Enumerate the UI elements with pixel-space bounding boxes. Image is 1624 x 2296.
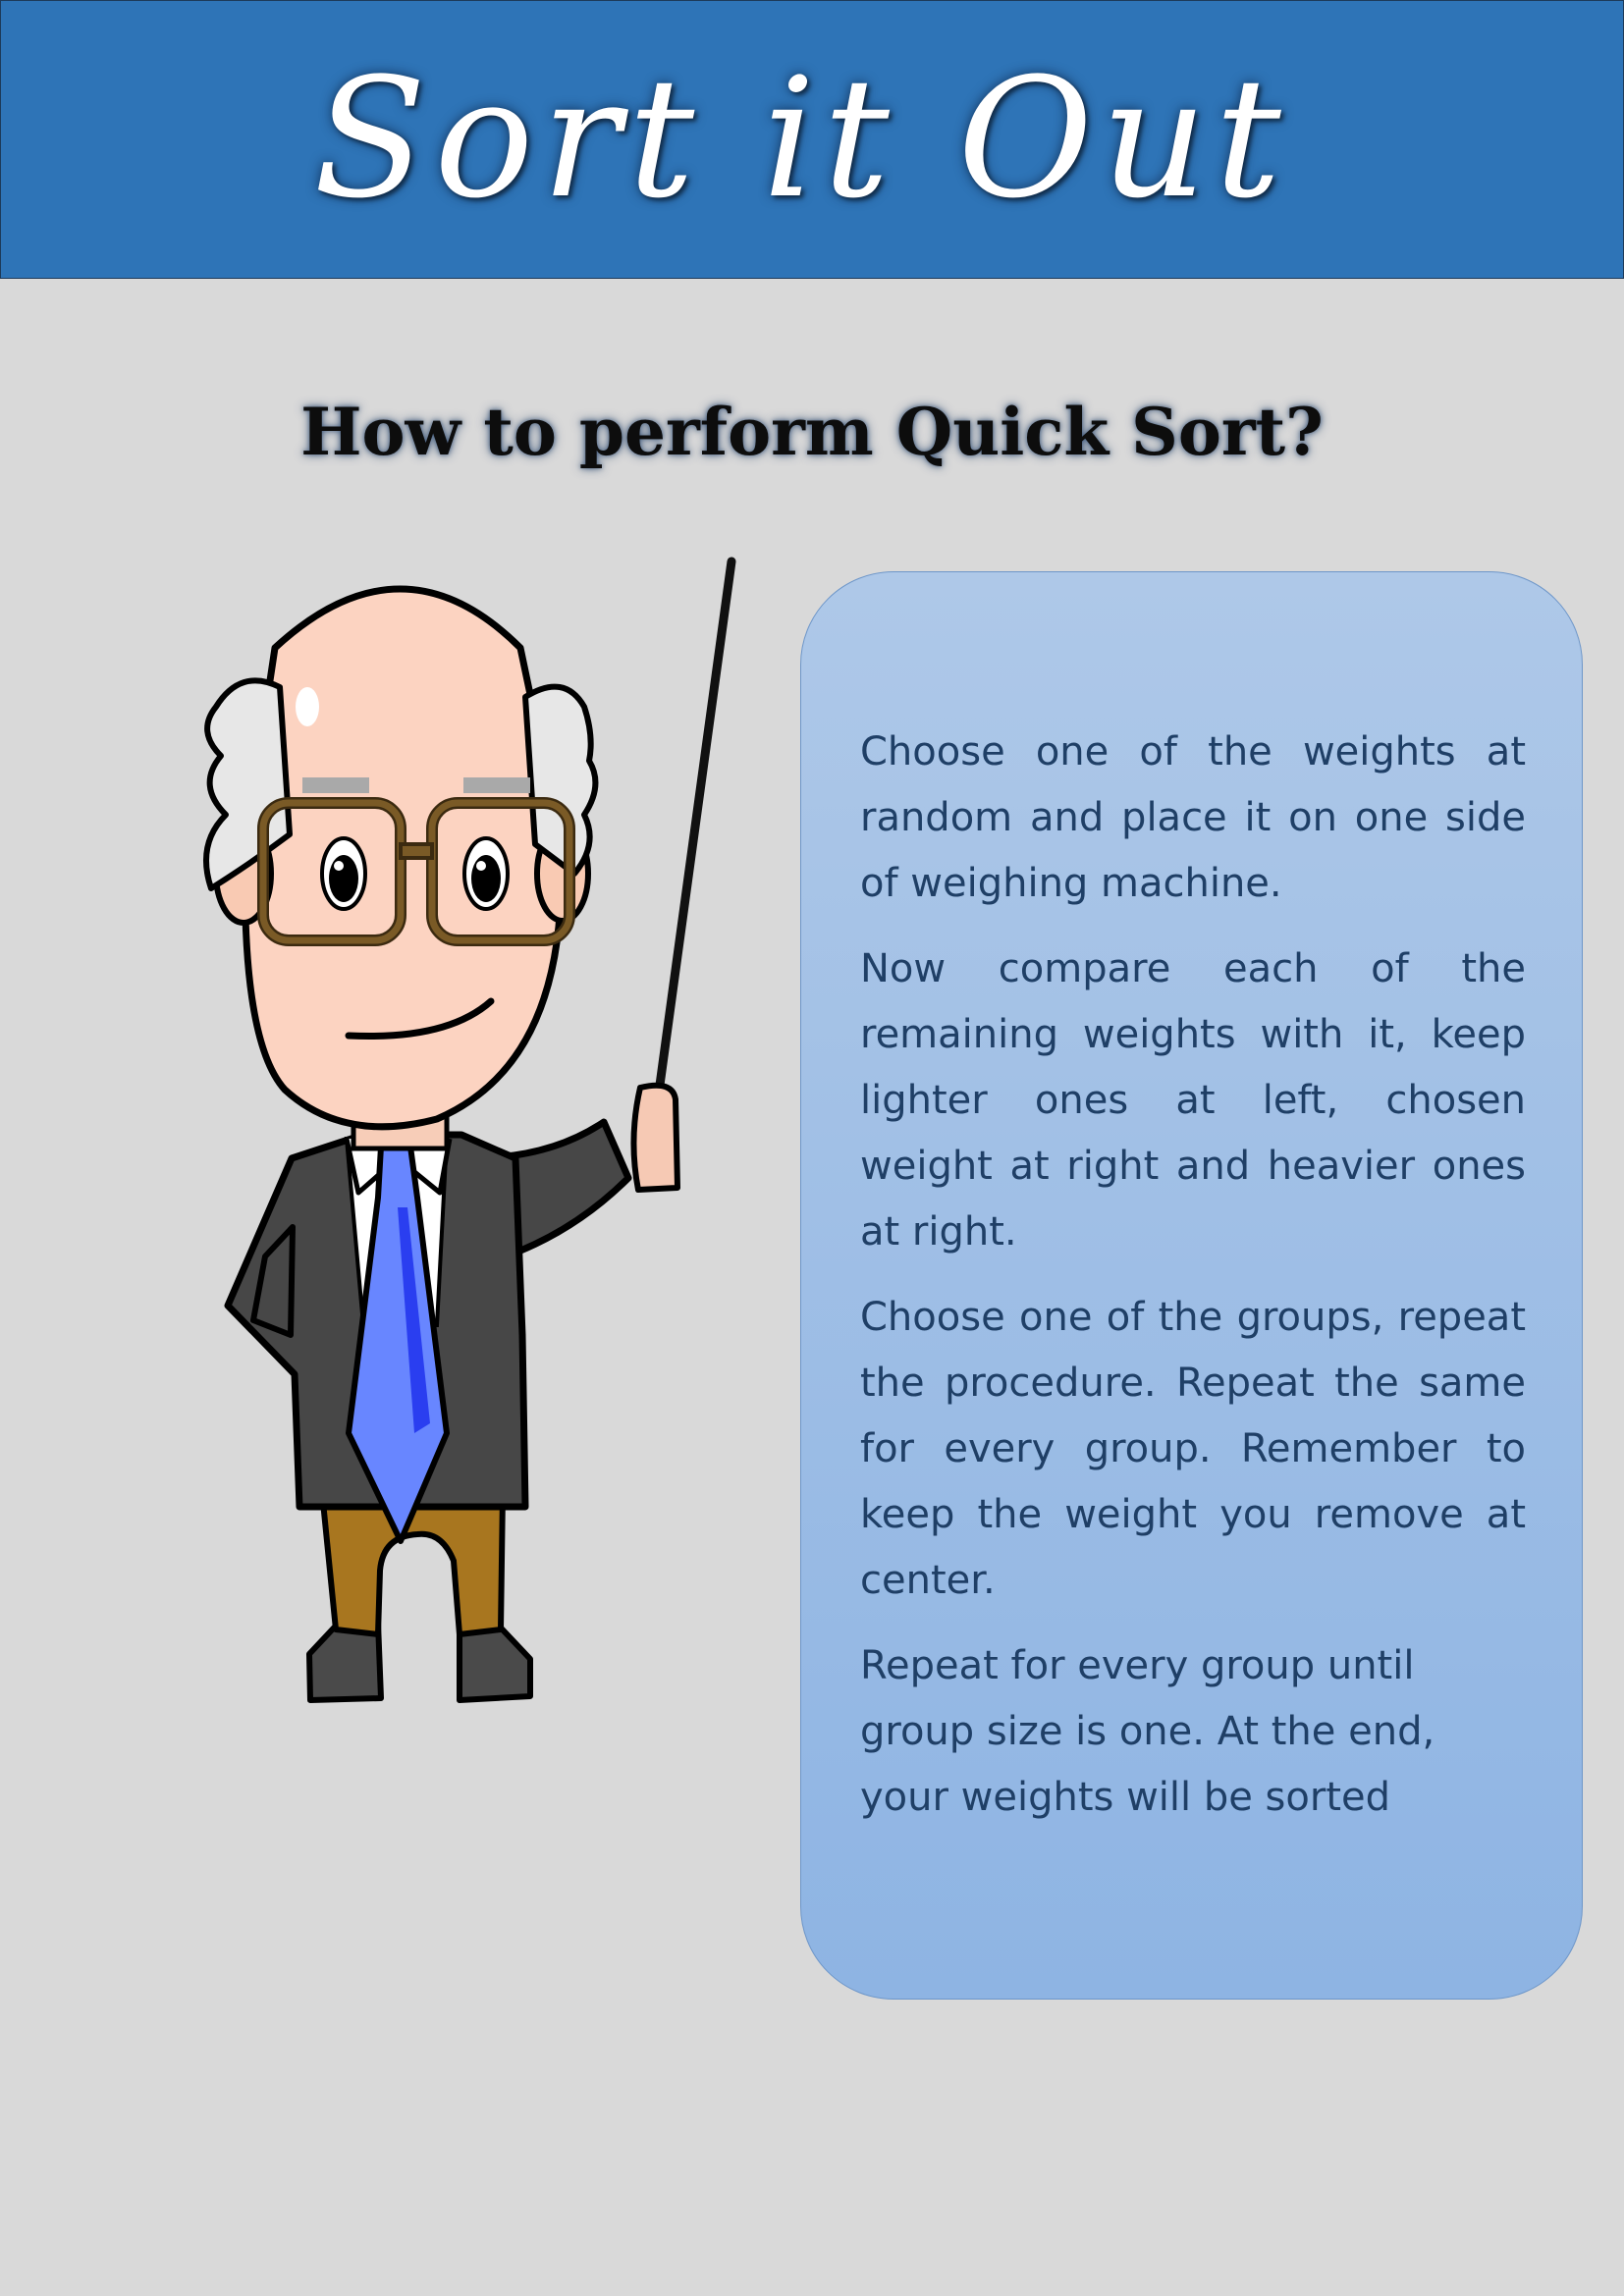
instructions-panel: Choose one of the weights at random and …: [800, 571, 1583, 2000]
page-title: Sort it Out: [313, 42, 1289, 235]
section-heading: How to perform Quick Sort?: [300, 394, 1324, 470]
step-4-text: Repeat for every group until group size …: [860, 1643, 1435, 1820]
step-3-text: Choose one of the groups, repeat the pro…: [860, 1295, 1526, 1603]
step-2-text: Now compare each of the remaining weight…: [860, 946, 1526, 1255]
header-band: Sort it Out: [0, 0, 1624, 279]
instructions-list: Choose one of the weights at random and …: [860, 720, 1526, 1850]
step-1-text: Choose one of the weights at random and …: [860, 729, 1526, 906]
teacher-with-pointer-icon: [203, 557, 736, 1703]
